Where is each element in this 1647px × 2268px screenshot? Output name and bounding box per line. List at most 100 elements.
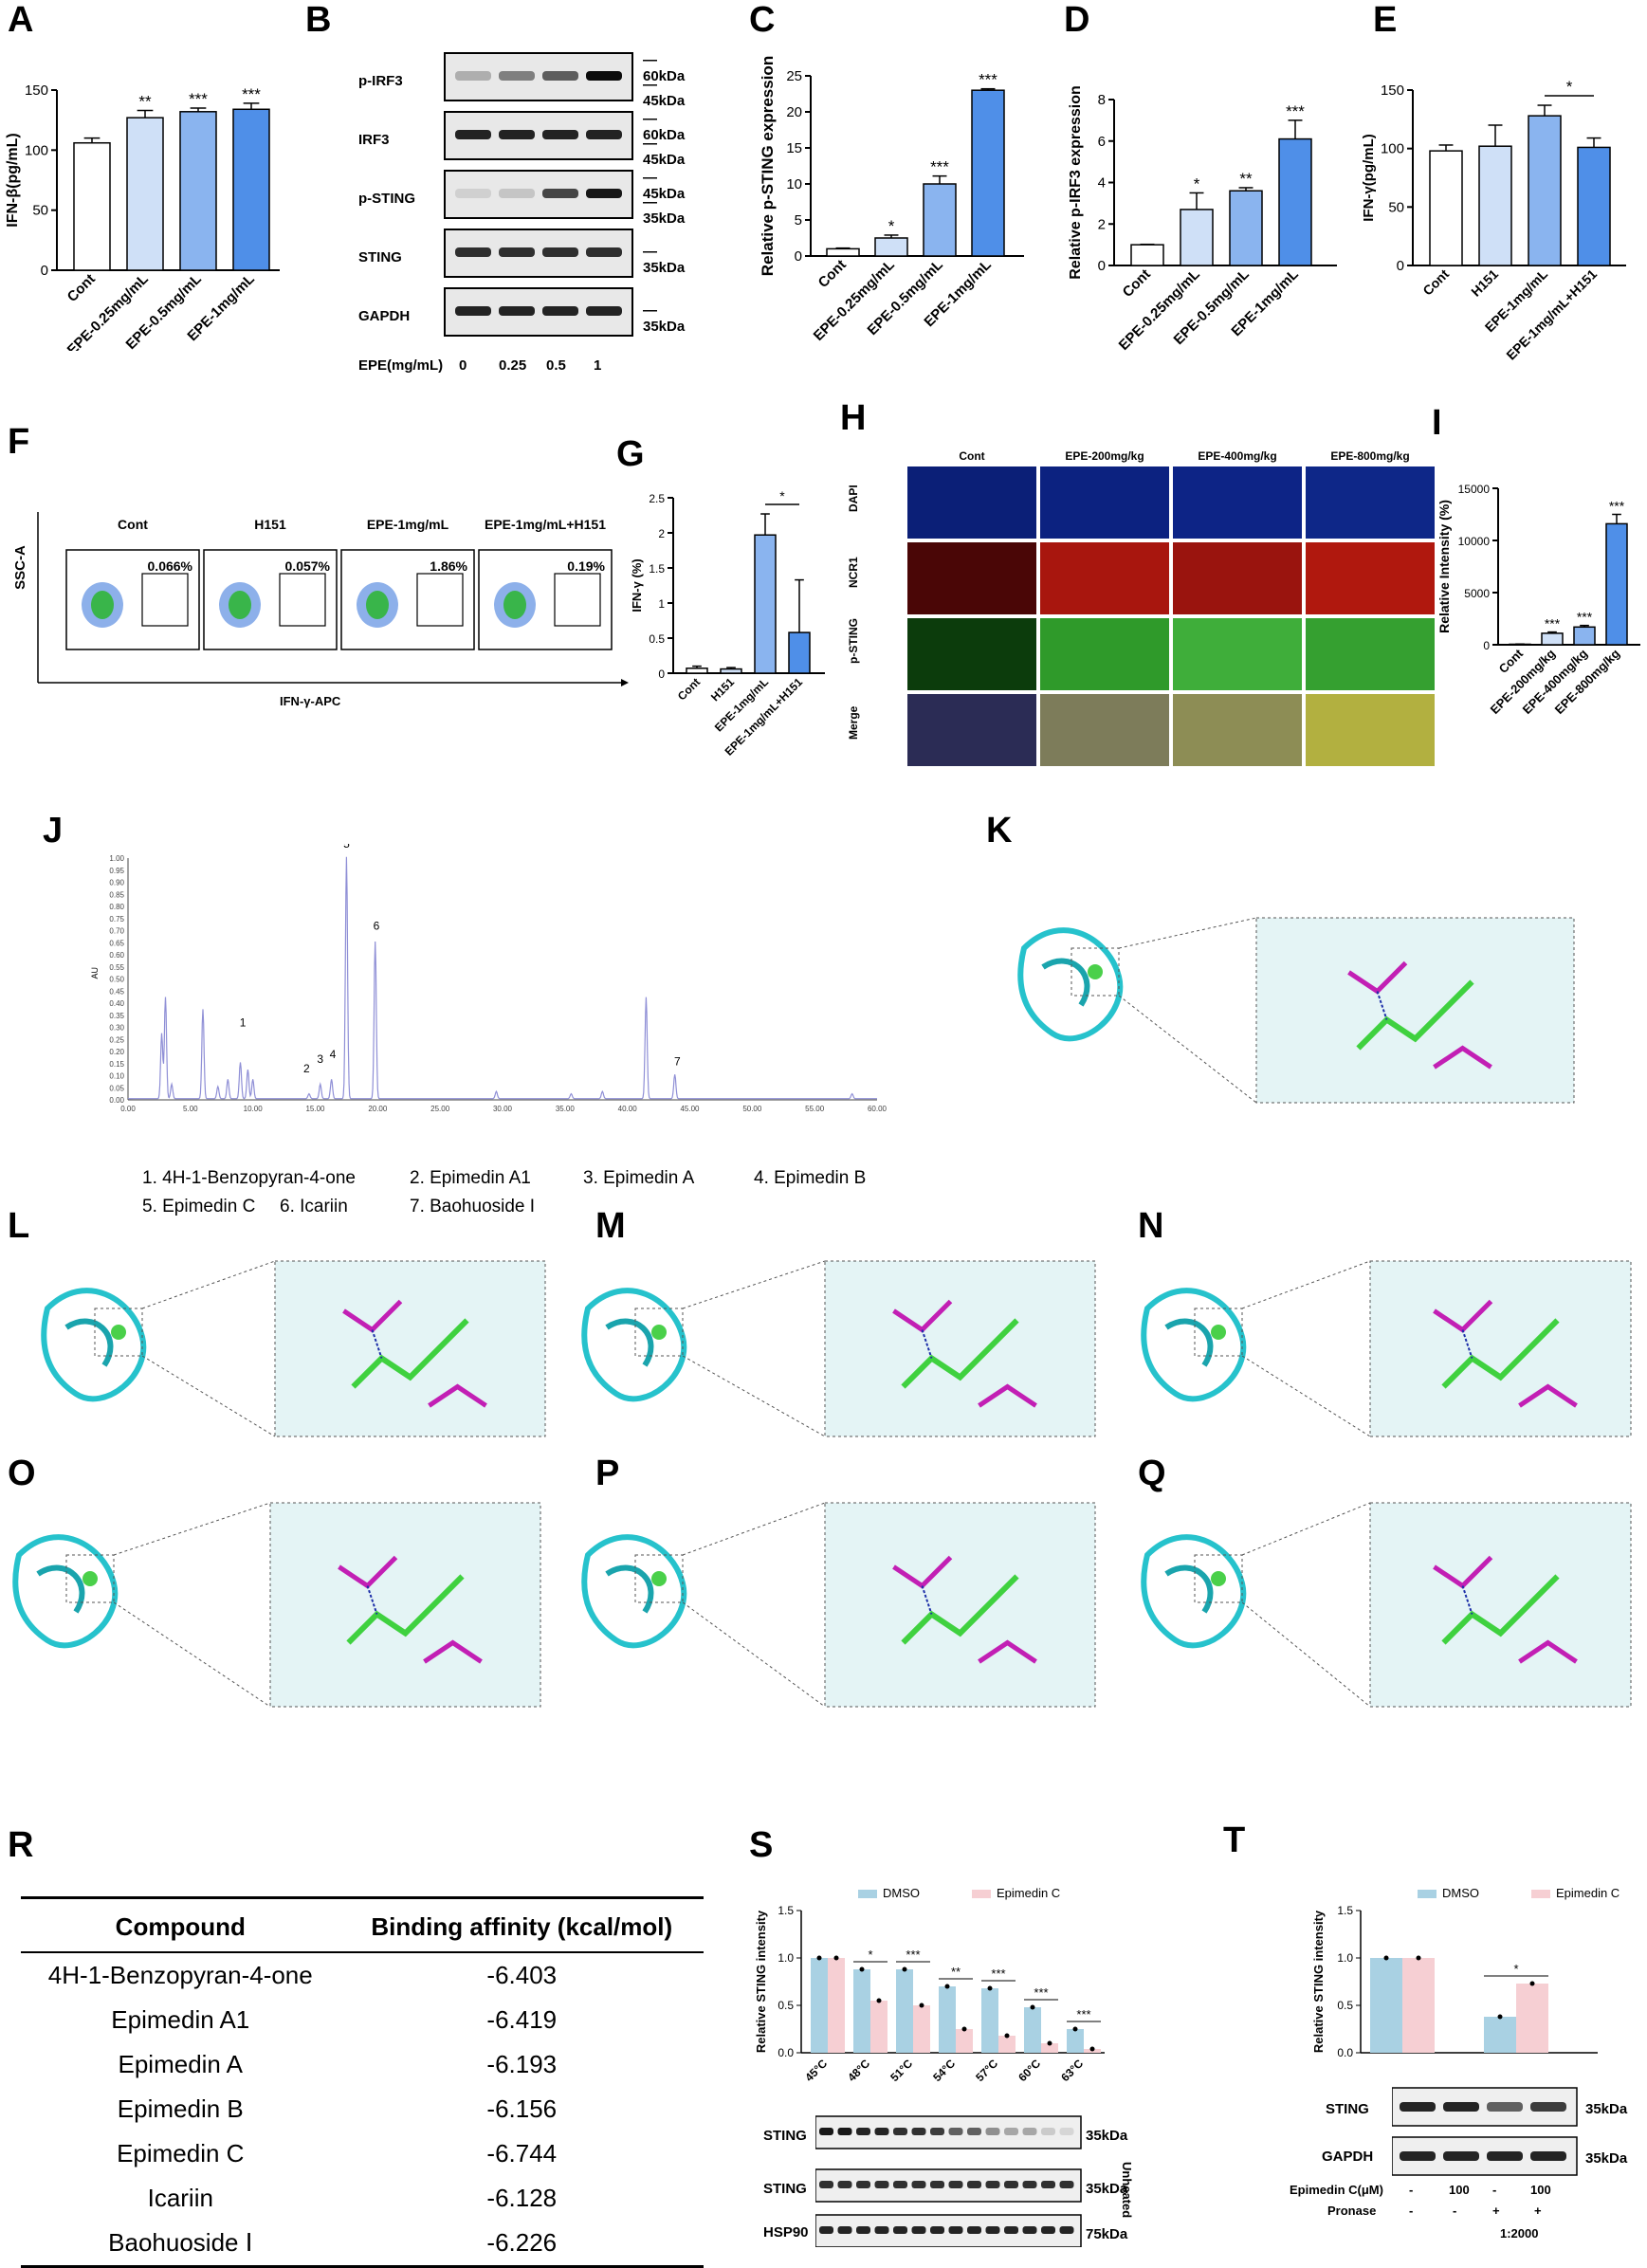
blot-band	[542, 247, 578, 257]
zoom-box	[1194, 1308, 1243, 1357]
bar	[686, 668, 708, 674]
bar	[1370, 1958, 1402, 2053]
hydrogen-bond	[371, 1329, 383, 1359]
chart-t: 0.0 0.5 1.0 1.5 Relative STING intensity DMSO…	[1311, 1886, 1620, 2059]
protein-cartoon	[1017, 927, 1124, 1042]
cell-affinity: -6.226	[339, 2221, 704, 2268]
flow-population-core	[91, 591, 114, 619]
data-point	[1089, 2046, 1095, 2052]
blot-band	[874, 2226, 889, 2234]
data-point	[1030, 2004, 1035, 2010]
legend-swatch	[1418, 1890, 1437, 1898]
significance-label: *	[868, 1948, 872, 1962]
residue-sticks	[978, 1639, 1037, 1664]
blot-band	[542, 71, 578, 81]
y-tick-label: 8	[1098, 92, 1106, 108]
blot-strip	[444, 52, 633, 101]
legend-swatch	[1531, 1890, 1550, 1898]
blot-band	[911, 2128, 926, 2135]
molecular-weight-label: —60kDa	[643, 111, 686, 143]
peak-label: 3	[317, 1052, 323, 1066]
blot-band	[985, 2181, 1000, 2188]
significance-label: ***	[1609, 499, 1625, 514]
docking-p	[581, 1502, 1096, 1708]
y-tick-label: 1.5	[778, 1904, 794, 1917]
significance-label: **	[138, 93, 152, 111]
x-tick-label: EPE-1mg/mL+H151	[1503, 266, 1600, 363]
if-image-tile	[1306, 618, 1435, 690]
x-tick-label: 10.00	[244, 1105, 264, 1113]
peak-label: 6	[374, 920, 380, 933]
blot-band	[1059, 2128, 1074, 2135]
blot-t-mw: 35kDa	[1585, 2150, 1628, 2167]
bar	[913, 2005, 930, 2053]
panel-label-m: M	[595, 1206, 626, 1246]
if-image-tile	[907, 694, 1036, 766]
protein-helix	[1041, 958, 1090, 1007]
molecular-weight-label: —60kDa	[643, 52, 686, 84]
docking-m	[581, 1260, 1096, 1437]
legend-label: Epimedin C	[1556, 1886, 1620, 1900]
y-tick-label: 0	[658, 668, 665, 681]
significance-label: *	[888, 217, 895, 235]
y-tick-label: 1	[658, 597, 665, 611]
bar	[896, 1969, 913, 2053]
flow-panel-f: Cont 0.066% H151 0.057% EPE-1mg/mL 1.86% EPE-1…	[0, 493, 635, 759]
data-point	[833, 1955, 839, 1961]
x-tick-label: 15.00	[305, 1105, 325, 1113]
blot-frame	[444, 170, 633, 219]
peak-label: 1	[240, 1016, 247, 1030]
x-tick-label: 60.00	[868, 1105, 887, 1113]
bar	[1041, 2043, 1058, 2053]
dose-3: 1	[594, 357, 602, 374]
panel-label-r: R	[8, 1825, 34, 1865]
ratio-label: 1:2000	[1500, 2226, 1539, 2241]
y-axis-label: IFN-γ (%)	[630, 558, 644, 612]
y-tick-label: 0	[1397, 258, 1404, 274]
x-tick-label: 30.00	[493, 1105, 513, 1113]
peak-label: 2	[303, 1062, 310, 1075]
panel-label-b: B	[305, 0, 332, 40]
blot-strip	[444, 111, 633, 160]
blot-band	[499, 306, 535, 316]
significance-label: **	[1239, 170, 1253, 188]
chromatogram-j: AU 0.00 0.05 0.10 0.15 0.20 0.25 0.30 0.35 0.40 0.…	[90, 844, 887, 1113]
conc-val: -	[1409, 2183, 1414, 2197]
x-tick-label: EPE-0.25mg/mL	[811, 257, 898, 344]
blot-row-label: IRF3	[358, 132, 390, 148]
x-tick-label: 57°C	[973, 2057, 1000, 2084]
significance-label: ***	[1286, 102, 1305, 120]
bar	[1573, 626, 1596, 646]
bar	[939, 1986, 956, 2053]
y-tick-label: 0.5	[649, 632, 665, 646]
chart-a: 050100150IFN-β(pg/mL)Cont**EPE-0.25mg/mL…	[5, 82, 280, 351]
y-tick-label: 25	[786, 68, 802, 84]
y-tick-label: 0.15	[109, 1060, 124, 1069]
dose-2: 0.5	[546, 357, 566, 374]
data-point	[1497, 2014, 1503, 2020]
significance-label: **	[951, 1965, 961, 1979]
protein-cartoon	[1141, 1288, 1247, 1402]
ligand-sticks	[901, 1318, 1019, 1389]
zoom-line	[682, 1355, 826, 1437]
blot-band	[499, 71, 535, 81]
blot-band	[856, 2128, 870, 2135]
flow-plot-title: EPE-1mg/mL+H151	[485, 517, 606, 532]
bar	[1541, 632, 1564, 646]
chromatogram-trace	[127, 856, 877, 1100]
legend-1: 1. 4H-1-Benzopyran-4-one	[142, 1168, 356, 1188]
protein-cartoon	[1141, 1534, 1247, 1649]
data-point	[902, 1966, 907, 1972]
protein-helix	[605, 1564, 654, 1614]
ligand-marker	[1211, 1325, 1226, 1340]
conc-val: 100	[1530, 2183, 1551, 2197]
y-tick-label: 0.40	[109, 999, 124, 1008]
flow-gate	[279, 573, 326, 627]
if-image-tile	[1173, 466, 1302, 539]
blot-strip	[444, 287, 633, 337]
significance-label: ***	[1545, 616, 1561, 631]
bar	[179, 111, 217, 271]
residue-sticks	[1433, 1045, 1492, 1070]
y-tick-label: 0.00	[109, 1096, 124, 1105]
